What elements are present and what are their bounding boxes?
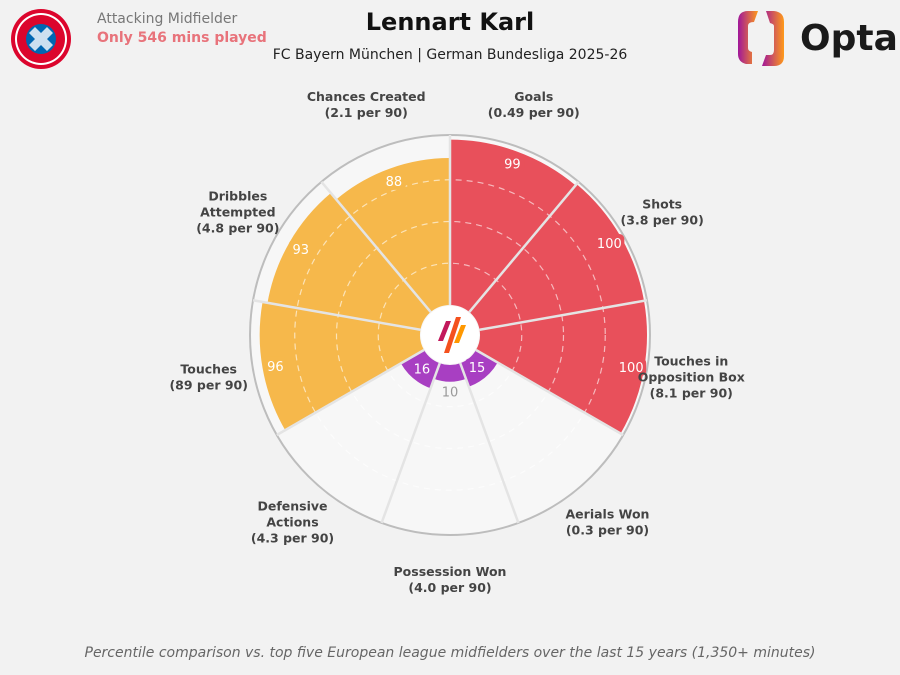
value-label: 100 xyxy=(597,237,622,252)
opta-logo-icon xyxy=(738,11,784,66)
value-badge xyxy=(594,234,625,252)
opta-brand: Opta xyxy=(800,18,898,59)
category-label: Chances Created (2.1 per 90) xyxy=(307,89,426,120)
footnote: Percentile comparison vs. top five Europ… xyxy=(84,645,816,661)
player-name: Lennart Karl xyxy=(365,8,535,36)
club-logo xyxy=(11,9,71,69)
grid-ring xyxy=(377,262,523,408)
wedge-divider xyxy=(479,299,648,332)
wedge-divider xyxy=(380,362,441,524)
wedge-2 xyxy=(475,300,648,434)
value-badge xyxy=(500,154,525,173)
category-label: Touches (89 per 90) xyxy=(169,362,248,393)
value-badge xyxy=(263,356,288,375)
value-badge xyxy=(465,358,490,377)
subtitle: FC Bayern München | German Bundesliga 20… xyxy=(272,47,628,63)
value-label: 16 xyxy=(414,362,431,377)
value-label: 100 xyxy=(619,361,644,376)
wedge-divider xyxy=(468,180,580,313)
category-label: Goals (0.49 per 90) xyxy=(488,89,580,120)
value-badge xyxy=(381,171,406,190)
value-badge xyxy=(409,359,434,378)
opta-mark-icon xyxy=(438,317,466,353)
value-badge xyxy=(288,239,313,258)
category-label: Defensive Actions (4.3 per 90) xyxy=(251,499,334,546)
grid-ring xyxy=(335,220,565,450)
value-label: 99 xyxy=(504,158,521,173)
value-label: 15 xyxy=(469,361,486,376)
value-label: 93 xyxy=(293,243,310,258)
wedge-divider xyxy=(459,362,520,524)
category-label: Possession Won (4.0 per 90) xyxy=(394,564,507,595)
category-label: Dribbles Attempted (4.8 per 90) xyxy=(196,189,279,236)
value-badge xyxy=(616,357,647,376)
category-label: Shots (3.8 per 90) xyxy=(621,197,704,228)
wedge-divider xyxy=(252,299,421,332)
wedge-divider xyxy=(276,348,425,437)
minutes-note: Only 546 mins played xyxy=(97,30,267,46)
wedge-8 xyxy=(336,158,450,313)
value-label: 10 xyxy=(442,386,459,401)
wedge-1 xyxy=(469,184,645,330)
category-label: Touches in Opposition Box (8.1 per 90) xyxy=(638,354,745,401)
category-label: Aerials Won (0.3 per 90) xyxy=(566,507,650,538)
wedge-4 xyxy=(434,363,466,382)
wedge-divider xyxy=(320,180,432,313)
wedge-divider xyxy=(475,348,624,437)
value-label: 88 xyxy=(386,175,403,190)
player-position: Attacking Midfielder xyxy=(97,11,238,27)
wedge-6 xyxy=(259,301,425,431)
value-label: 96 xyxy=(267,360,284,375)
